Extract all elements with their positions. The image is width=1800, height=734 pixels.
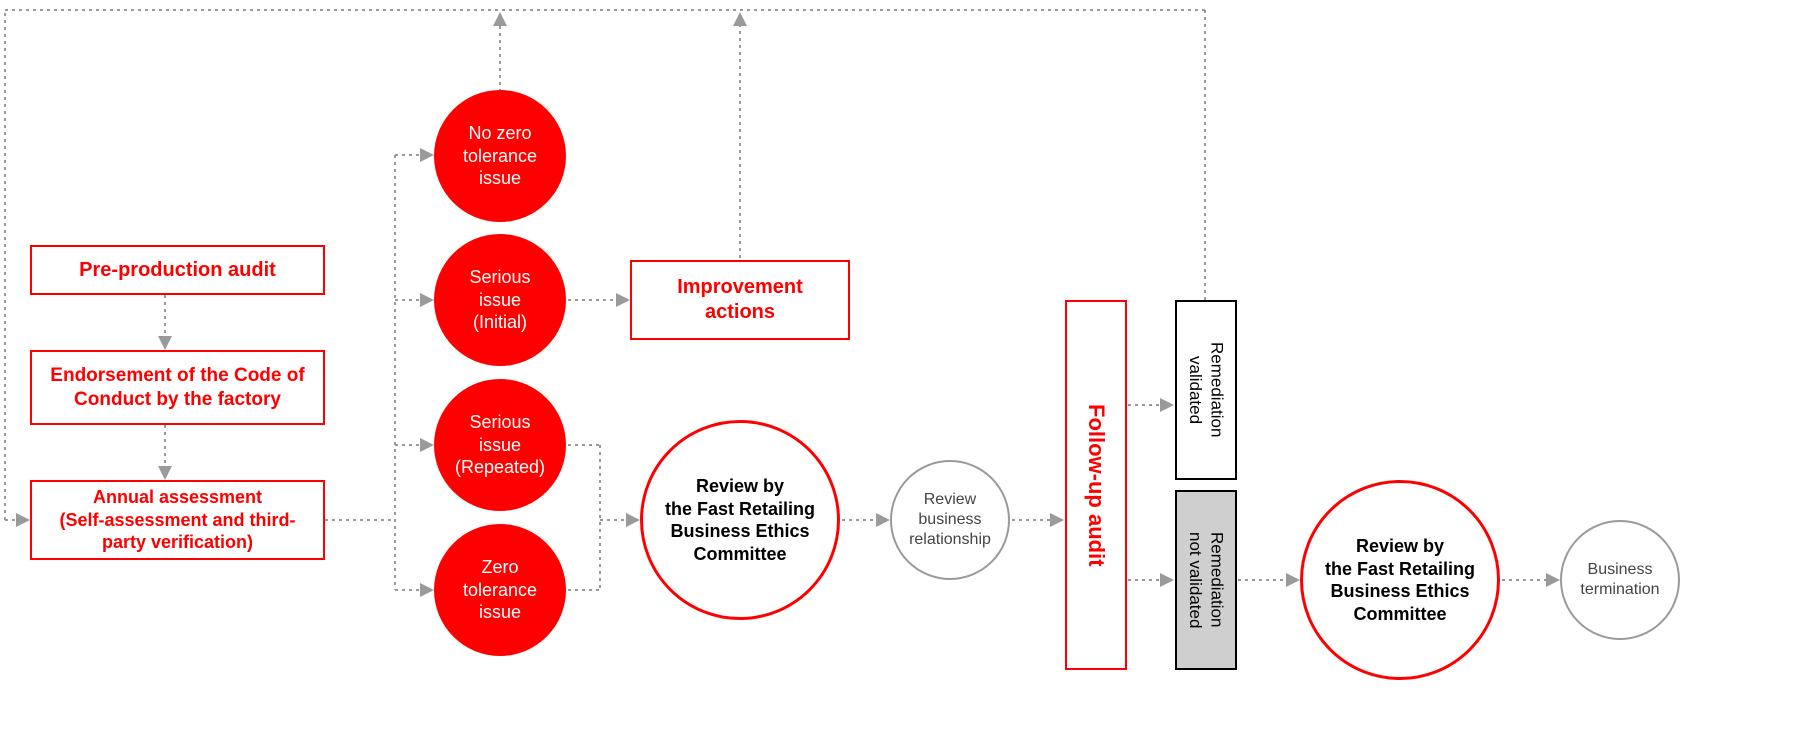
node-no-zero-tolerance: No zero tolerance issue bbox=[434, 90, 566, 222]
label: Serious issue (Initial) bbox=[469, 266, 530, 334]
node-review-committee-2: Review by the Fast Retailing Business Et… bbox=[1300, 480, 1500, 680]
node-followup-audit: Follow-up audit bbox=[1065, 300, 1127, 670]
node-pre-production-audit: Pre-production audit bbox=[30, 245, 325, 295]
node-review-relationship: Review business relationship bbox=[890, 460, 1010, 580]
label: Review business relationship bbox=[909, 490, 991, 550]
flowchart-stage: Pre-production audit Endorsement of the … bbox=[0, 0, 1800, 734]
label: Zero tolerance issue bbox=[463, 556, 537, 624]
label: Remediation not validated bbox=[1185, 532, 1228, 628]
node-endorsement: Endorsement of the Code of Conduct by th… bbox=[30, 350, 325, 425]
label: Endorsement of the Code of Conduct by th… bbox=[42, 364, 313, 412]
node-serious-repeated: Serious issue (Repeated) bbox=[434, 379, 566, 511]
label: Serious issue (Repeated) bbox=[455, 411, 545, 479]
node-annual-assessment: Annual assessment (Self-assessment and t… bbox=[30, 480, 325, 560]
node-business-termination: Business termination bbox=[1560, 520, 1680, 640]
label: Business termination bbox=[1580, 560, 1659, 600]
label: Remediation validated bbox=[1185, 342, 1228, 437]
node-zero-tolerance: Zero tolerance issue bbox=[434, 524, 566, 656]
label: Pre-production audit bbox=[79, 258, 276, 283]
label: No zero tolerance issue bbox=[463, 122, 537, 190]
label: Review by the Fast Retailing Business Et… bbox=[665, 475, 815, 565]
node-remediation-validated: Remediation validated bbox=[1175, 300, 1237, 480]
label: Improvement actions bbox=[677, 275, 803, 325]
label: Annual assessment (Self-assessment and t… bbox=[42, 486, 313, 554]
node-serious-initial: Serious issue (Initial) bbox=[434, 234, 566, 366]
label: Follow-up audit bbox=[1082, 404, 1110, 567]
node-review-committee-1: Review by the Fast Retailing Business Et… bbox=[640, 420, 840, 620]
node-remediation-not-validated: Remediation not validated bbox=[1175, 490, 1237, 670]
node-improvement-actions: Improvement actions bbox=[630, 260, 850, 340]
label: Review by the Fast Retailing Business Et… bbox=[1325, 535, 1475, 625]
